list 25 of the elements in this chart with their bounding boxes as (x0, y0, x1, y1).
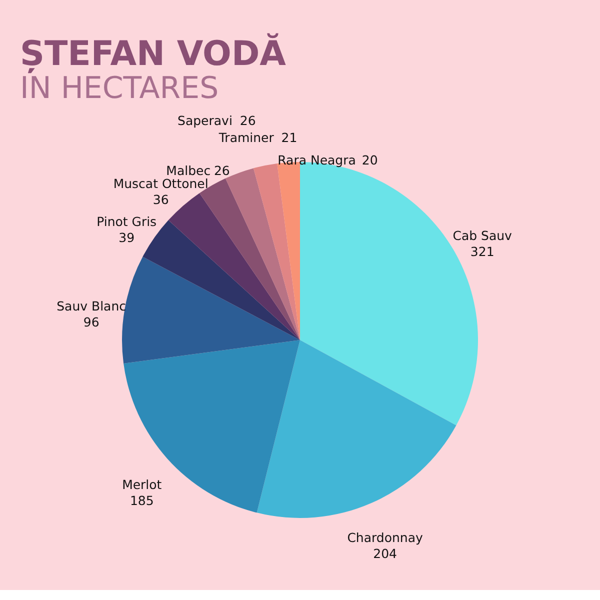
data-label: 321 (470, 244, 494, 259)
slice-label: Sauv Blanc (56, 298, 126, 314)
pie-slice (253, 163, 300, 340)
slice-label: Traminer (218, 130, 275, 146)
data-label: 21 (281, 130, 298, 146)
pie-slice (168, 193, 300, 340)
slice-label: Chardonnay (347, 530, 424, 546)
slice-label: Pinot Gris (96, 214, 157, 230)
data-label: 20 (362, 152, 378, 168)
slice-label: Saperavi (178, 112, 232, 128)
data-label: 39 (118, 230, 135, 246)
data-label: 96 (83, 314, 100, 330)
data-label: 185 (130, 493, 154, 508)
data-label: 204 (373, 546, 398, 562)
data-label: 26 (214, 163, 230, 178)
pie-slice (256, 340, 456, 518)
slice-label: Muscat Ottonel (113, 176, 208, 192)
slice-label: Cab Sauv (452, 228, 513, 243)
data-label: 36 (152, 192, 169, 208)
slice-label: Malbec (166, 163, 211, 178)
slice-label: Merlot (122, 477, 162, 492)
pie-slice (124, 340, 300, 513)
data-label: 26 (240, 112, 256, 128)
chart-title: ȘTEFAN VODĂ (20, 33, 287, 74)
slice-label: Rara Neagra (278, 152, 356, 168)
